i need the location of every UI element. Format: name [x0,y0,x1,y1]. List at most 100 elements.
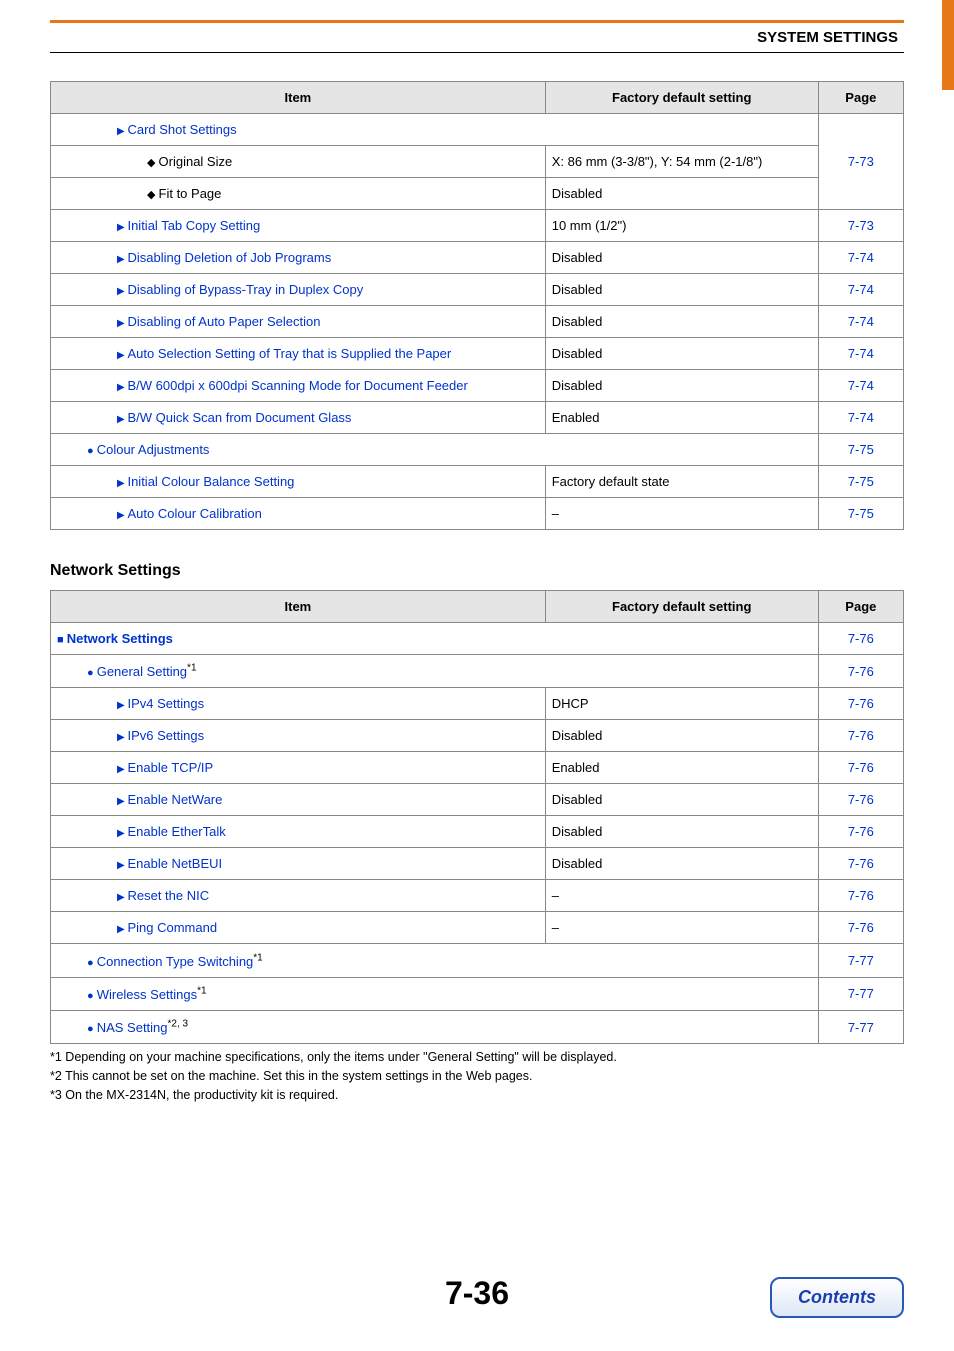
cell-page[interactable]: 7-76 [818,623,903,655]
cell-page[interactable]: 7-74 [818,242,903,274]
table-row: B/W Quick Scan from Document GlassEnable… [51,402,904,434]
table-row: Auto Selection Setting of Tray that is S… [51,338,904,370]
page-link[interactable]: 7-76 [848,664,874,679]
cell-default: X: 86 mm (3-3/8"), Y: 54 mm (2-1/8") [545,146,818,178]
page-link[interactable]: 7-76 [848,728,874,743]
link-item[interactable]: B/W 600dpi x 600dpi Scanning Mode for Do… [117,378,468,393]
cell-item: Reset the NIC [51,880,546,912]
table-row: General Setting*1 7-76 [51,655,904,688]
cell-item: Auto Colour Calibration [51,498,546,530]
link-item[interactable]: Connection Type Switching*1 [87,954,263,969]
cell-default: Disabled [545,178,818,210]
page-link[interactable]: 7-74 [848,250,874,265]
page-link[interactable]: 7-74 [848,346,874,361]
cell-page[interactable]: 7-76 [818,880,903,912]
page-link[interactable]: 7-75 [848,506,874,521]
cell-item: Initial Tab Copy Setting [51,210,546,242]
page-link[interactable]: 7-74 [848,282,874,297]
cell-page[interactable]: 7-76 [818,784,903,816]
page-link[interactable]: 7-75 [848,474,874,489]
link-item[interactable]: NAS Setting*2, 3 [87,1020,188,1035]
superscript: *1 [187,663,196,674]
page-link[interactable]: 7-73 [848,154,874,169]
table-row: B/W 600dpi x 600dpi Scanning Mode for Do… [51,370,904,402]
link-item[interactable]: Enable NetWare [117,792,222,807]
link-item[interactable]: IPv6 Settings [117,728,204,743]
cell-page[interactable]: 7-77 [818,977,903,1010]
cell-page[interactable]: 7-75 [818,466,903,498]
link-item[interactable]: Initial Tab Copy Setting [117,218,260,233]
page-link[interactable]: 7-74 [848,378,874,393]
cell-page[interactable]: 7-77 [818,944,903,977]
table-network-settings: Item Factory default setting Page Networ… [50,590,904,1044]
page-link[interactable]: 7-76 [848,696,874,711]
cell-page[interactable]: 7-74 [818,306,903,338]
link-item[interactable]: Disabling of Bypass-Tray in Duplex Copy [117,282,363,297]
link-item[interactable]: Ping Command [117,920,217,935]
page-link[interactable]: 7-76 [848,888,874,903]
link-item[interactable]: General Setting*1 [87,664,197,679]
table-row: Disabling Deletion of Job Programs Disabl… [51,242,904,274]
cell-page[interactable]: 7-76 [818,688,903,720]
cell-page[interactable]: 7-75 [818,498,903,530]
superscript: *1 [253,952,262,963]
link-item[interactable]: Initial Colour Balance Setting [117,474,294,489]
page-link[interactable]: 7-76 [848,760,874,775]
cell-page[interactable]: 7-76 [818,720,903,752]
cell-page[interactable]: 7-74 [818,274,903,306]
table-row: Disabling of Auto Paper SelectionDisable… [51,306,904,338]
cell-page[interactable]: 7-74 [818,338,903,370]
cell-page[interactable]: 7-76 [818,816,903,848]
th-default: Factory default setting [545,82,818,114]
cell-page[interactable]: 7-76 [818,752,903,784]
page-link[interactable]: 7-74 [848,314,874,329]
cell-item: Enable TCP/IP [51,752,546,784]
cell-default: Disabled [545,242,818,274]
link-item[interactable]: Card Shot Settings [117,122,237,137]
page-link[interactable]: 7-73 [848,218,874,233]
link-item[interactable]: Disabling Deletion of Job Programs [117,250,331,265]
link-item[interactable]: Reset the NIC [117,888,209,903]
header-bar: SYSTEM SETTINGS [50,20,904,53]
link-item[interactable]: Auto Colour Calibration [117,506,262,521]
link-item[interactable]: Colour Adjustments [87,442,209,457]
link-item[interactable]: Network Settings [57,631,173,646]
page-link[interactable]: 7-77 [848,986,874,1001]
cell-item: Enable NetBEUI [51,848,546,880]
cell-page[interactable]: 7-77 [818,1010,903,1043]
page-link[interactable]: 7-74 [848,410,874,425]
th-item: Item [51,82,546,114]
table-row: IPv6 SettingsDisabled7-76 [51,720,904,752]
page-link[interactable]: 7-76 [848,920,874,935]
cell-page[interactable]: 7-76 [818,848,903,880]
link-item[interactable]: Enable EtherTalk [117,824,226,839]
cell-page[interactable]: 7-75 [818,434,903,466]
table-header-row: Item Factory default setting Page [51,591,904,623]
section-title-network: Network Settings [50,562,904,580]
page-link[interactable]: 7-76 [848,824,874,839]
page-link[interactable]: 7-77 [848,1020,874,1035]
contents-button[interactable]: Contents [770,1277,904,1318]
link-item[interactable]: Auto Selection Setting of Tray that is S… [117,346,451,361]
cell-page[interactable]: 7-73 [818,210,903,242]
table-row: Enable TCP/IPEnabled7-76 [51,752,904,784]
table-row: Fit to PageDisabled [51,178,904,210]
page-link[interactable]: 7-75 [848,442,874,457]
cell-page[interactable]: 7-74 [818,370,903,402]
cell-page[interactable]: 7-76 [818,912,903,944]
link-item[interactable]: Enable TCP/IP [117,760,213,775]
cell-item: Network Settings [51,623,819,655]
cell-page[interactable]: 7-74 [818,402,903,434]
link-item[interactable]: Disabling of Auto Paper Selection [117,314,320,329]
link-item[interactable]: Wireless Settings*1 [87,987,207,1002]
page-link[interactable]: 7-76 [848,856,874,871]
superscript: *1 [197,986,206,997]
page-link[interactable]: 7-77 [848,953,874,968]
link-item[interactable]: B/W Quick Scan from Document Glass [117,410,351,425]
table-row: IPv4 SettingsDHCP7-76 [51,688,904,720]
link-item[interactable]: Enable NetBEUI [117,856,222,871]
page-link[interactable]: 7-76 [848,792,874,807]
link-item[interactable]: IPv4 Settings [117,696,204,711]
cell-page[interactable]: 7-76 [818,655,903,688]
page-link[interactable]: 7-76 [848,631,874,646]
